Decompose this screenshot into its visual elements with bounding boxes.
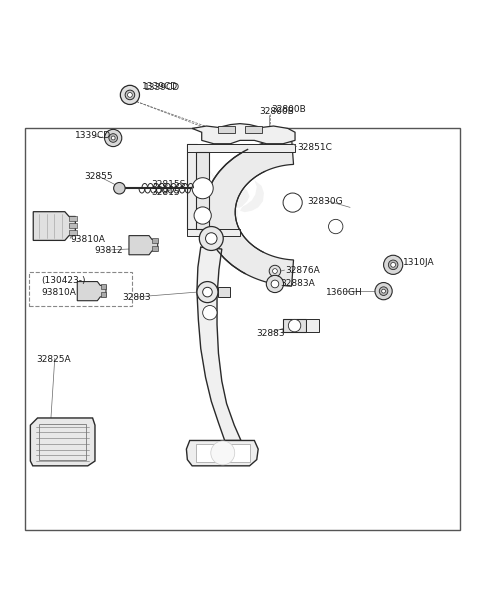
Polygon shape [204,138,294,286]
Polygon shape [192,123,295,144]
Polygon shape [196,444,250,462]
Circle shape [205,233,217,244]
Polygon shape [306,319,319,332]
Circle shape [269,265,281,277]
Polygon shape [69,223,76,228]
Circle shape [111,136,115,140]
Circle shape [194,207,211,224]
Circle shape [125,90,135,100]
Polygon shape [187,144,264,235]
Text: 32883A: 32883A [281,279,315,288]
Text: 32851C: 32851C [298,143,332,152]
Polygon shape [69,216,76,221]
Polygon shape [33,211,75,240]
Circle shape [199,227,223,251]
Circle shape [388,260,398,269]
Circle shape [271,280,279,288]
Polygon shape [283,319,306,332]
Circle shape [192,178,213,199]
Polygon shape [218,126,235,133]
Text: 32815: 32815 [152,188,180,197]
Text: 32825A: 32825A [36,354,71,364]
Polygon shape [187,229,240,236]
Polygon shape [30,418,95,466]
Polygon shape [218,287,230,297]
Circle shape [197,282,218,302]
Circle shape [114,183,125,194]
Text: 1310JA: 1310JA [403,258,434,267]
Circle shape [109,134,118,142]
Polygon shape [101,292,107,297]
FancyBboxPatch shape [24,128,460,530]
Polygon shape [196,152,209,229]
Polygon shape [187,144,295,152]
Text: 32800B: 32800B [271,104,306,114]
Polygon shape [187,144,197,229]
Text: 32883: 32883 [123,293,151,302]
Circle shape [283,193,302,212]
Circle shape [203,306,217,320]
Text: 32883: 32883 [257,329,286,338]
Circle shape [105,130,122,147]
Polygon shape [69,230,76,235]
Circle shape [211,441,235,465]
Polygon shape [77,282,106,301]
Text: 93810A: 93810A [41,288,76,296]
Text: 32830G: 32830G [307,197,343,206]
Circle shape [384,255,403,274]
Polygon shape [153,246,158,251]
Circle shape [375,282,392,300]
Polygon shape [153,238,158,243]
FancyBboxPatch shape [29,272,132,306]
Circle shape [203,287,212,297]
Polygon shape [101,285,107,289]
Text: 32876A: 32876A [286,266,320,274]
Text: 32800B: 32800B [259,107,294,115]
Circle shape [128,92,132,97]
Text: 93810A: 93810A [70,235,105,244]
Circle shape [273,269,277,274]
Text: 1339CD: 1339CD [75,131,111,140]
Polygon shape [129,236,157,255]
Text: 32855: 32855 [84,172,113,181]
Polygon shape [197,247,241,441]
Polygon shape [245,126,262,133]
Circle shape [328,219,343,234]
Text: (130423-): (130423-) [41,276,86,285]
Polygon shape [186,441,258,466]
Circle shape [288,320,301,332]
Circle shape [266,276,284,293]
Text: 93812: 93812 [94,246,123,255]
Text: 1360GH: 1360GH [326,288,363,296]
Circle shape [382,289,385,293]
Circle shape [391,263,396,267]
Text: 1339CD: 1339CD [142,82,178,91]
Circle shape [120,86,140,104]
Circle shape [379,287,388,296]
Text: 32815S: 32815S [152,180,186,189]
Text: 1339CD: 1339CD [144,83,180,92]
